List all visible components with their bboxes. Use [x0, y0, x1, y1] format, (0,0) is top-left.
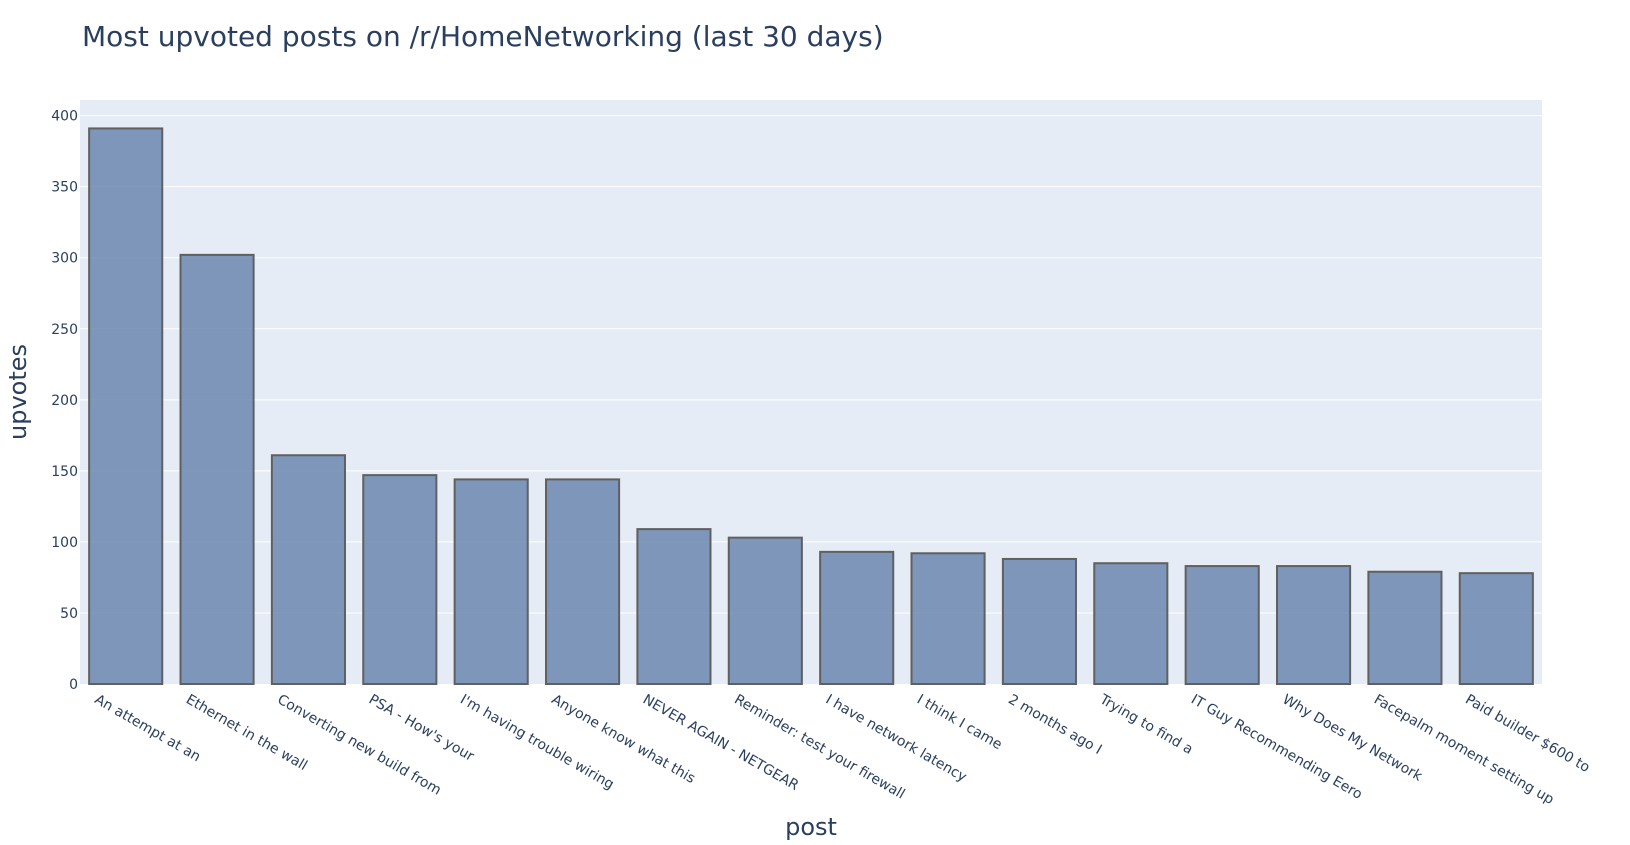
x-axis-title: post	[785, 813, 837, 841]
y-tick-label: 150	[51, 464, 78, 480]
y-tick-label: 200	[51, 393, 78, 409]
bars: An attempt at an: 391Ethernet in the wal…	[88, 127, 1534, 686]
x-tick-label: Reminder: test your firewall	[731, 692, 907, 803]
bar[interactable]: Why Does My Network: 83	[1276, 565, 1352, 685]
bar[interactable]: Facepalm moment setting up: 79	[1367, 570, 1443, 685]
y-tick-label: 400	[51, 109, 78, 125]
x-tick-label: Facepalm moment setting up	[1371, 692, 1557, 808]
bar[interactable]: Anyone know what this: 144	[545, 478, 621, 686]
gridlines	[80, 115, 1542, 614]
y-tick-labels: 0 50 100 150 200 250 300 350 400	[51, 109, 78, 693]
x-tick-label: Converting new build from	[274, 692, 443, 799]
bar[interactable]: Ethernet in the wall: 302	[179, 253, 255, 686]
y-tick-label: 350	[51, 180, 78, 196]
bar[interactable]: I'm having trouble wiring: 144	[453, 478, 529, 686]
bar[interactable]: An attempt at an: 391	[88, 127, 164, 685]
chart-title: Most upvoted posts on /r/HomeNetworking …	[82, 20, 884, 53]
y-tick-label: 250	[51, 322, 78, 338]
bar[interactable]: Paid builder $600 to: 78	[1458, 572, 1534, 686]
x-tick-label: I'm having trouble wiring	[457, 692, 616, 793]
y-tick-label: 0	[69, 677, 78, 693]
x-tick-label: IT Guy Recommending Eero	[1188, 692, 1365, 803]
bar[interactable]: 2 months ago I: 88	[1001, 557, 1077, 685]
bar[interactable]: Converting new build from: 161	[270, 454, 346, 685]
x-tick-label: Trying to find a	[1096, 691, 1196, 758]
bar[interactable]: IT Guy Recommending Eero: 83	[1184, 565, 1260, 685]
y-tick-label: 50	[60, 606, 78, 622]
x-tick-label: NEVER AGAIN - NETGEAR	[640, 692, 802, 795]
y-axis-title: upvotes	[4, 344, 32, 440]
bar[interactable]: NEVER AGAIN - NETGEAR: 109	[636, 528, 712, 685]
y-tick-label: 300	[51, 251, 78, 267]
y-tick-label: 100	[51, 535, 78, 551]
bar[interactable]: PSA - How's your: 147	[362, 474, 438, 685]
bar[interactable]: I have network latency: 93	[819, 550, 895, 685]
x-tick-label: 2 months ago I	[1005, 692, 1104, 758]
bar[interactable]: Reminder: test your firewall: 103	[727, 536, 803, 685]
bar[interactable]: I think I came: 92	[910, 552, 986, 686]
x-tick-label: I think I came	[914, 692, 1005, 754]
bar[interactable]: Trying to find a: 85	[1093, 562, 1169, 686]
x-tick-label: Anyone know what this	[549, 692, 698, 787]
